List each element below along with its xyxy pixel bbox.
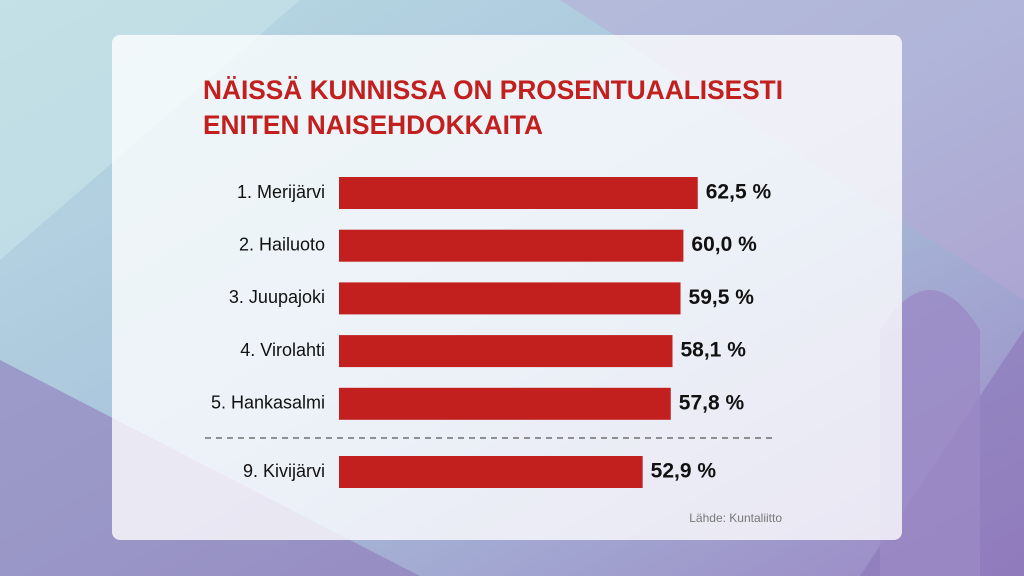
chart-title: NÄISSÄ KUNNISSA ON PROSENTUAALISESTI xyxy=(203,75,783,105)
decor xyxy=(880,290,980,576)
source: Lähde: Kuntaliitto xyxy=(689,511,782,525)
bar xyxy=(339,456,643,488)
bar xyxy=(339,335,673,368)
category-label: 1. Merijärvi xyxy=(237,182,325,202)
value-label: 57,8 % xyxy=(679,391,745,414)
category-label: 2. Hailuoto xyxy=(239,234,325,254)
bar xyxy=(339,282,681,315)
bar xyxy=(339,229,684,262)
value-label: 62,5 % xyxy=(706,181,772,204)
value-label: 60,0 % xyxy=(691,233,757,256)
category-label: 9. Kivijärvi xyxy=(243,461,325,481)
value-label: 59,5 % xyxy=(689,286,755,309)
value-label: 52,9 % xyxy=(651,460,717,483)
value-label: 58,1 % xyxy=(680,339,746,362)
category-label: 5. Hankasalmi xyxy=(211,393,325,413)
category-label: 3. Juupajoki xyxy=(229,287,325,307)
bar xyxy=(339,387,671,420)
bar xyxy=(339,177,698,209)
category-label: 4. Virolahti xyxy=(240,340,325,360)
chart-title: ENITEN NAISEHDOKKAITA xyxy=(203,110,543,140)
